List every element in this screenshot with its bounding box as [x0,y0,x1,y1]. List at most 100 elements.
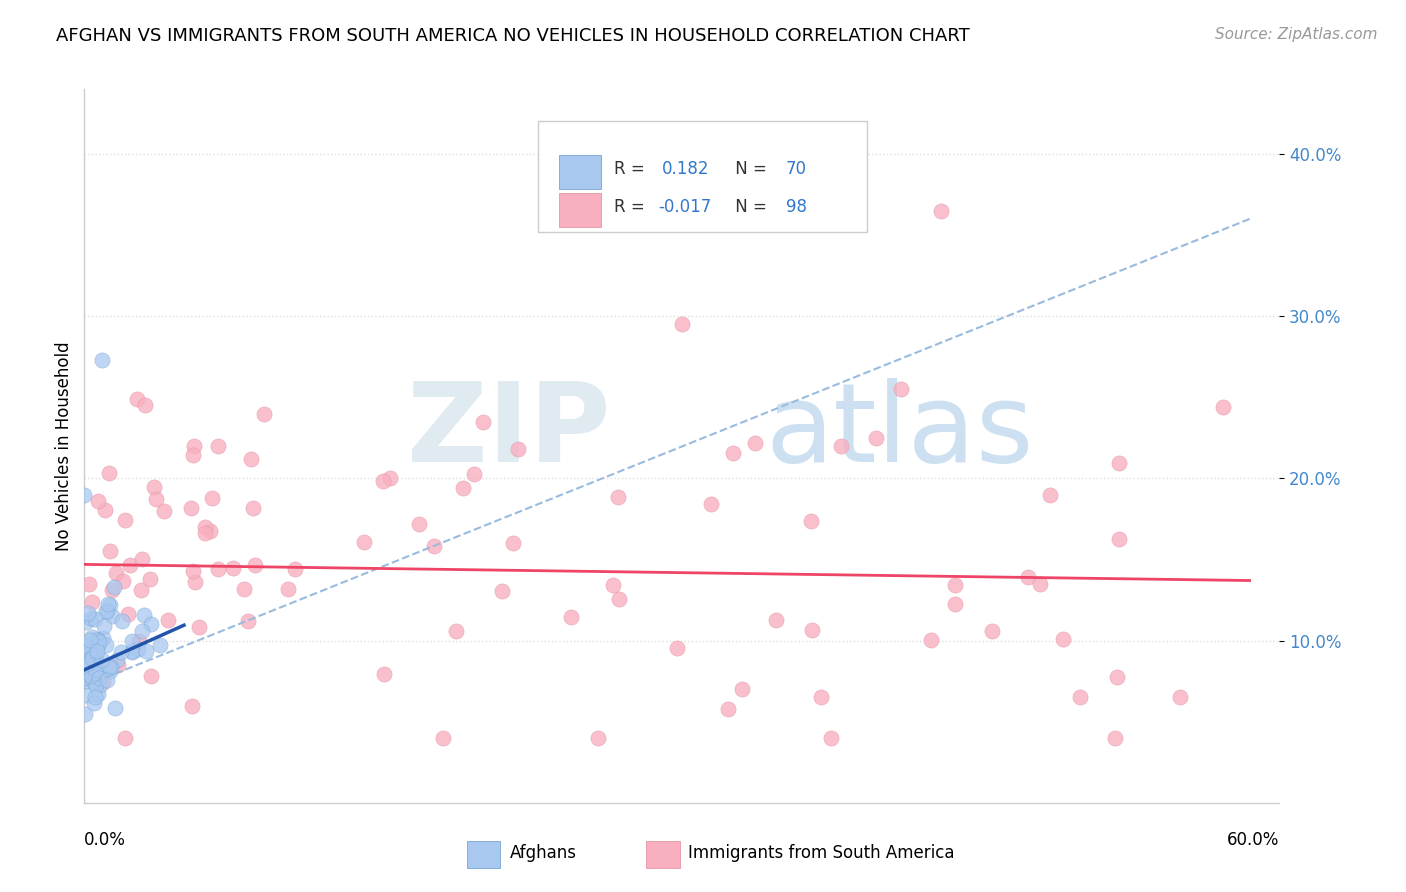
FancyBboxPatch shape [538,121,868,232]
Point [96,605,118,619]
Point [183,439,205,453]
Text: 60.0%: 60.0% [1227,831,1279,849]
Point [111,574,134,588]
Point [75,657,97,671]
Point [73,706,96,721]
Point [86,632,108,646]
Point [86,655,108,669]
Point [408,517,430,532]
Point [110,645,132,659]
Point [139,616,162,631]
Point [378,471,401,485]
Point [121,644,143,658]
Point [929,203,952,218]
Text: ZIP: ZIP [406,378,610,485]
Point [463,467,485,482]
Point [1168,690,1191,705]
Point [79,664,101,678]
Point [149,638,172,652]
Point [87,632,110,647]
Text: atlas: atlas [766,378,1033,485]
Point [103,580,125,594]
Point [114,731,136,745]
Point [79,643,101,657]
Point [91,632,114,646]
Point [121,634,143,648]
Point [118,558,141,572]
Point [91,353,114,368]
Point [94,503,117,517]
Point [75,688,97,702]
Point [89,678,111,692]
Point [96,604,118,618]
Point [471,415,494,429]
Point [91,653,114,667]
Point [609,591,631,606]
Point [700,497,723,511]
Point [194,520,217,534]
Bar [558,193,600,227]
Point [502,535,524,549]
Point [139,669,162,683]
Point [80,611,103,625]
Point [127,641,149,656]
Point [800,514,823,528]
Point [80,594,103,608]
Point [153,504,176,518]
Point [131,552,153,566]
Text: N =: N = [730,198,772,216]
Point [765,613,787,627]
Point [89,671,111,685]
Point [77,646,100,660]
Point [86,639,108,653]
Point [744,436,766,450]
Point [890,382,912,396]
Point [560,610,582,624]
Point [1212,401,1234,415]
Text: 0.0%: 0.0% [84,831,127,849]
Point [131,624,153,638]
Point [145,491,167,506]
Point [607,490,630,504]
Point [98,660,121,674]
Point [181,449,204,463]
Point [236,615,259,629]
Point [1029,577,1052,591]
Point [87,661,110,675]
Point [105,653,128,667]
Point [277,582,299,596]
Point [84,690,107,704]
Point [75,668,97,682]
Point [284,562,307,576]
Point [76,673,98,688]
Point [666,640,689,655]
Point [810,690,832,705]
Point [84,612,107,626]
Point [82,643,104,657]
Point [83,655,105,669]
Text: 0.182: 0.182 [662,161,709,178]
Point [240,451,263,466]
Point [1017,570,1039,584]
Point [800,623,823,637]
Text: N =: N = [730,161,772,178]
Point [181,564,204,578]
Point [101,583,124,598]
Point [73,488,96,502]
Point [93,675,115,690]
Point [181,698,204,713]
Point [830,439,852,453]
Point [820,731,842,745]
Point [602,578,624,592]
Point [111,615,134,629]
Point [134,398,156,412]
Point [242,501,264,516]
Point [586,731,609,745]
Point [83,651,105,665]
Point [432,731,454,745]
Point [451,481,474,495]
Point [87,687,110,701]
Bar [647,841,679,869]
Point [97,597,120,611]
Point [731,682,754,697]
